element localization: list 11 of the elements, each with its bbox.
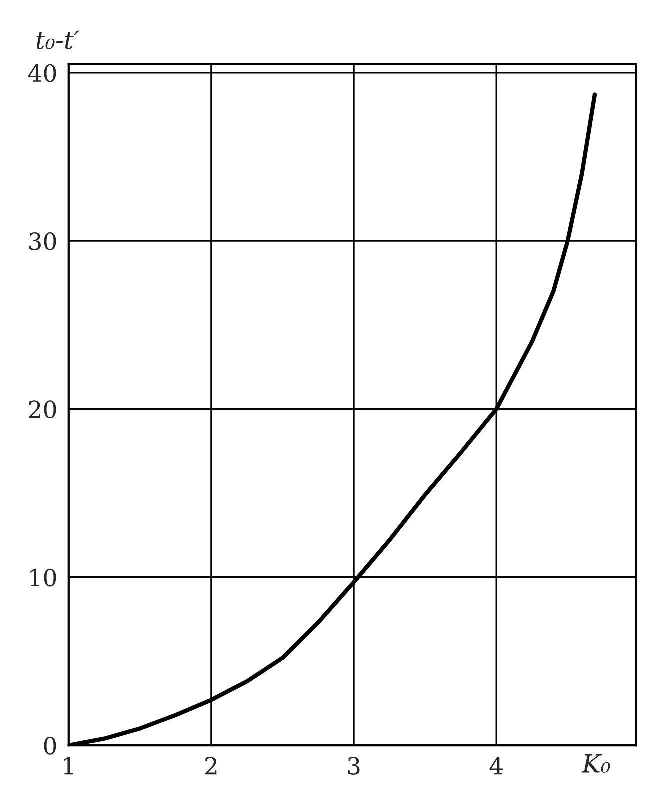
x-tick-label: 1 <box>64 757 74 775</box>
x-tick-label: 3 <box>348 757 360 775</box>
y-tick-label: 10 <box>30 568 56 587</box>
y-axis-title: t₀-t′ <box>36 30 80 50</box>
y-tick-label: 0 <box>44 736 56 755</box>
x-tick-label: 2 <box>206 757 217 775</box>
x-axis-title: K₀ <box>582 754 610 773</box>
y-tick-label: 20 <box>29 400 56 419</box>
x-tick-label: 4 <box>490 757 503 775</box>
y-tick-label: 30 <box>30 232 56 250</box>
y-tick-label: 40 <box>28 64 56 82</box>
